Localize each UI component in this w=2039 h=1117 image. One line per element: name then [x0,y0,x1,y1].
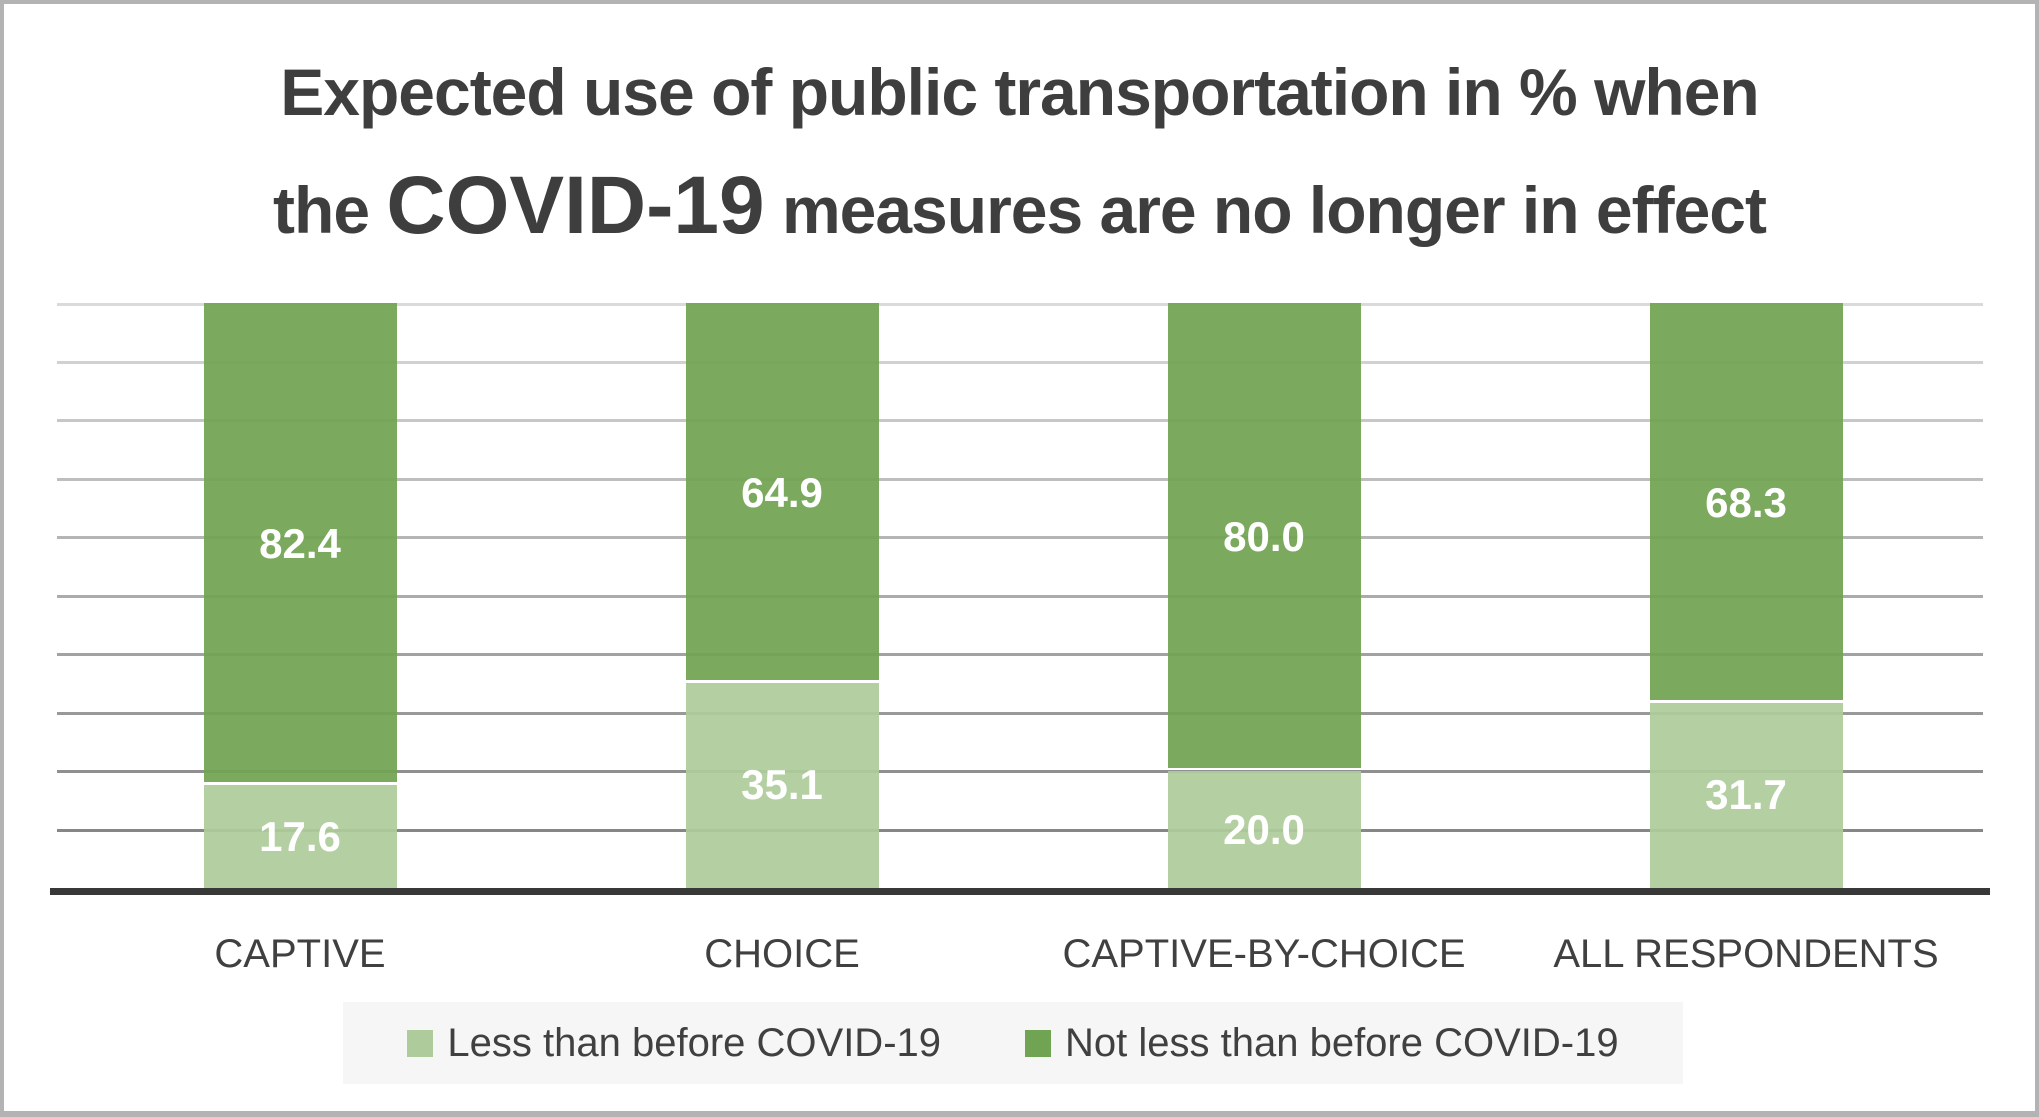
gridline-90 [57,360,1983,364]
category-label-choice: CHOICE [704,932,860,976]
gridline-60 [57,536,1983,539]
data-label-less-captive: 17.6 [259,812,341,860]
bar-segment-not-less-captive [203,303,397,783]
gridline-100 [57,303,1983,306]
data-label-not-less-choice: 64.9 [741,468,823,516]
gridline-10 [57,828,1983,832]
data-label-less-captive-by-choice: 20.0 [1223,805,1305,853]
bar-segment-less-choice [685,682,879,888]
legend-marker-icon [1025,1029,1051,1057]
gridline-50 [57,594,1983,598]
legend-item-less-than: Less than before COVID-19 [407,1021,941,1066]
x-axis-labels: CAPTIVE CHOICE CAPTIVE-BY-CHOICE ALL RESPON… [57,919,1983,989]
legend-marker-icon [407,1029,434,1057]
bar-segment-less-captive [203,785,397,888]
data-label-less-choice: 35.1 [741,761,823,809]
chart-title: Expected use of public transportation in… [4,38,2035,270]
bar-segment-not-less-choice [685,303,879,680]
category-label-captive-by-choice: CAPTIVE-BY-CHOICE [1062,932,1466,976]
plot-area: 82.4 17.6 64.9 35.1 80.0 20.0 68.3 31.7 [57,303,1983,888]
chart-title-line2-prefix: the [273,173,387,247]
bar-segment-not-less-captive-by-choice [1167,303,1361,768]
x-axis-baseline [50,888,1990,895]
data-label-not-less-all respondents: 68.3 [1705,478,1787,526]
chart-title-line1: Expected use of public transportation in… [280,55,1760,129]
data-label-less-all respondents: 31.7 [1705,771,1787,819]
chart-title-line2-suffix: measures are no longer in effect [764,173,1767,247]
data-label-not-less-captive-by-choice: 80.0 [1223,513,1305,560]
data-label-not-less-captive: 82.4 [259,520,341,568]
legend-label: Not less than before COVID-19 [1065,1020,1619,1065]
gridline-20 [57,770,1983,773]
legend-label: Less than before COVID-19 [447,1020,941,1065]
category-label-all respondents: ALL RESPONDENTS [1553,932,1939,976]
chart-title-line2: the COVID-19 measures are no longer in e… [4,146,2035,270]
gridline-80 [57,419,1983,422]
category-label-captive: CAPTIVE [214,932,386,976]
bar-segment-less-captive-by-choice [1167,771,1361,888]
legend-item-not-less-than: Not less than before COVID-19 [1025,1021,1619,1066]
gridline-40 [57,653,1983,656]
legend: Less than before COVID-19 Not less than b… [343,1002,1683,1084]
chart-title-covid19-emphasis: COVID-19 [386,160,765,251]
gridline-30 [57,711,1983,715]
gridline-70 [57,477,1983,481]
bar-segment-not-less-all respondents [1649,303,1843,700]
bar-segment-less-all respondents [1649,702,1843,888]
